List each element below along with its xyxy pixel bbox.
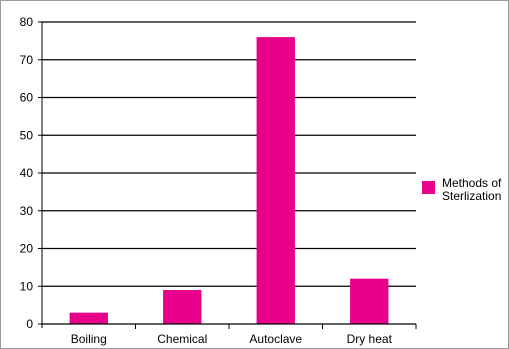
- axes: [38, 21, 417, 329]
- y-tick-label-10: 10: [20, 279, 34, 293]
- bar-boiling: [69, 312, 108, 324]
- y-tick-label-20: 20: [20, 242, 34, 256]
- x-tick-labels: Boiling Chemical Autoclave Dry heat: [71, 332, 393, 346]
- legend-label-line-2: Sterlization: [442, 189, 501, 203]
- bar-dry-heat: [350, 278, 389, 324]
- legend: Methods of Sterlization: [422, 176, 502, 203]
- legend-label-line-1: Methods of: [442, 176, 502, 190]
- x-tick-label-chemical: Chemical: [157, 332, 207, 346]
- y-tick-labels: 0 10 20 30 40 50 60 70 80: [20, 15, 34, 331]
- y-tick-label-40: 40: [20, 166, 34, 180]
- gridlines: [42, 21, 416, 287]
- legend-swatch: [422, 181, 435, 194]
- y-tick-label-80: 80: [20, 15, 34, 29]
- y-tick-label-70: 70: [20, 53, 34, 67]
- y-tick-label-50: 50: [20, 128, 34, 142]
- x-tick-label-autoclave: Autoclave: [249, 332, 302, 346]
- y-tick-label-0: 0: [26, 317, 33, 331]
- y-tick-label-60: 60: [20, 91, 34, 105]
- x-tick-label-dry-heat: Dry heat: [347, 332, 393, 346]
- bar-autoclave: [256, 37, 295, 324]
- x-tick-label-boiling: Boiling: [71, 332, 107, 346]
- bars: [69, 37, 389, 324]
- bar-chemical: [163, 290, 202, 324]
- y-tick-label-30: 30: [20, 204, 34, 218]
